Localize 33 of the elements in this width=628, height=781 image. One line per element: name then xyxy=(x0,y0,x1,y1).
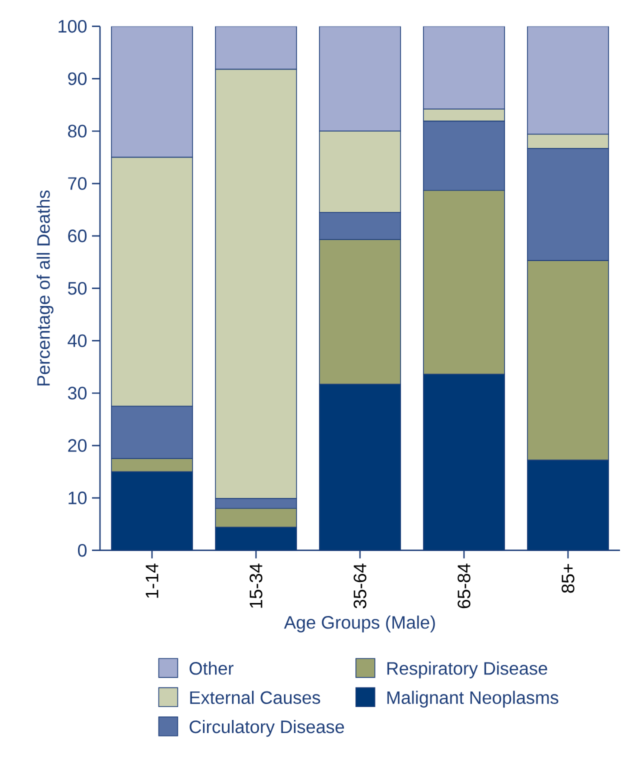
y-tick-label: 100 xyxy=(58,20,87,33)
bar xyxy=(423,26,505,110)
legend-label: Malignant Neoplasms xyxy=(387,690,558,708)
y-tick-label: 10 xyxy=(68,492,87,504)
y-axis-title: Percentage of all Deaths xyxy=(36,190,54,386)
y-tick-label: 70 xyxy=(68,177,87,190)
bar xyxy=(527,26,609,135)
y-tick-label: 40 xyxy=(68,334,87,348)
y-tick-label: 80 xyxy=(68,124,87,138)
x-tick-label: 65-84 xyxy=(458,564,470,608)
x-tick-label: 85+ xyxy=(562,564,574,593)
x-tick-label: 15-34 xyxy=(250,564,262,608)
legend-label: External Causes xyxy=(190,690,320,704)
y-tick-label: 20 xyxy=(68,439,87,452)
bar xyxy=(215,526,297,550)
y-tick-label: 50 xyxy=(68,282,87,295)
bar xyxy=(423,374,505,550)
bar xyxy=(111,26,193,158)
legend-label: Other xyxy=(190,662,234,675)
legend-label: Circulatory Disease xyxy=(190,720,344,737)
legend-label: Respiratory Disease xyxy=(387,662,548,678)
bar xyxy=(527,460,609,550)
bar xyxy=(215,26,297,70)
bar xyxy=(111,471,193,550)
y-tick-label: 90 xyxy=(68,72,87,86)
x-tick-label: 1-14 xyxy=(146,564,158,598)
y-tick-label: 60 xyxy=(68,230,87,242)
bar xyxy=(319,26,401,132)
y-tick-label: 30 xyxy=(68,386,87,400)
x-axis-title: Age Groups (Male) xyxy=(284,616,435,632)
x-tick-label: 35-64 xyxy=(354,564,366,608)
y-tick-label: 0 xyxy=(78,544,87,557)
bar xyxy=(319,384,401,550)
